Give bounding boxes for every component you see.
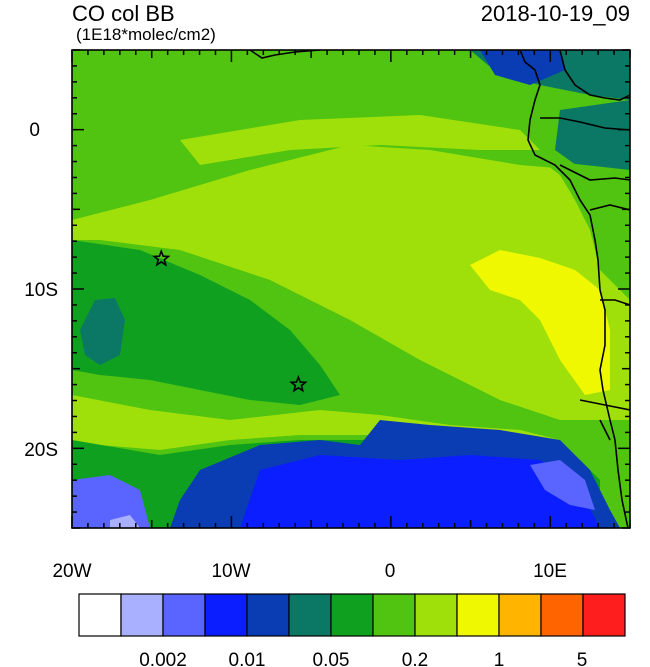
colorbar-swatch (162, 593, 206, 637)
colorbar-swatch (246, 593, 290, 637)
colorbar-swatch (498, 593, 542, 637)
colorbar-swatch (288, 593, 332, 637)
colorbar-label: 0.05 (313, 650, 350, 667)
colorbar-swatch (414, 593, 458, 637)
lon-tick-label: 20W (52, 561, 91, 582)
coastline (249, 50, 630, 528)
colorbar-labels: 0.002 0.01 0.05 0.2 1 5 (139, 650, 587, 667)
lat-tick-label: 0 (29, 120, 40, 141)
lon-tick-label: 10W (211, 561, 250, 582)
colorbar-swatch (330, 593, 374, 637)
tick-marks (71, 49, 631, 529)
map-datetime: 2018-10-19_09 (480, 1, 630, 26)
lon-tick-label: 0 (385, 561, 396, 582)
colorbar-swatch (456, 593, 500, 637)
lat-tick-label: 20S (24, 440, 58, 461)
colorbar-swatch (372, 593, 416, 637)
colorbar-swatch (204, 593, 248, 637)
colorbar-label: 0.01 (229, 650, 266, 667)
star-marker (289, 374, 308, 393)
co-contour-field (72, 50, 630, 528)
lon-tick-label: 10E (533, 561, 567, 582)
axis-labels: 20W 10W 0 10E 0 10S 20S (24, 120, 567, 582)
colorbar-swatch (78, 593, 122, 637)
lat-tick-label: 10S (24, 280, 58, 301)
map-units: (1E18*molec/cm2) (76, 25, 216, 44)
star-marker (152, 248, 171, 267)
colorbar-swatch (582, 593, 626, 637)
colorbar-swatch (120, 593, 164, 637)
colorbar-label: 5 (577, 650, 588, 667)
map-title: CO col BB (72, 1, 175, 26)
colorbar-swatch (540, 593, 584, 637)
marker-layer (152, 248, 308, 393)
colorbar-label: 0.002 (139, 650, 187, 667)
colorbar-label: 1 (494, 650, 505, 667)
colorbar-label: 0.2 (402, 650, 428, 667)
colorbar (78, 593, 626, 637)
